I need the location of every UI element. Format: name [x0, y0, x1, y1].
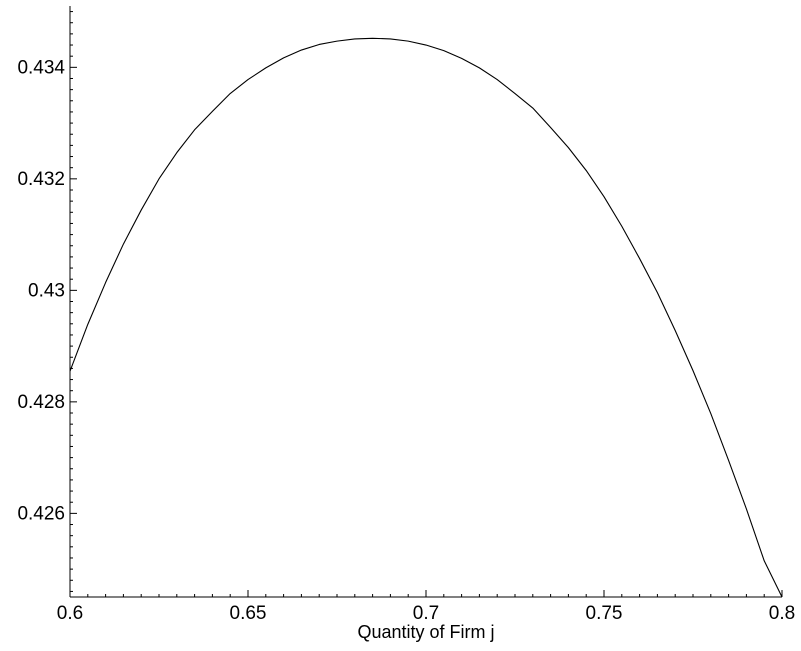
series-point	[497, 79, 498, 80]
x-axis-ticks	[69, 590, 783, 597]
series-point	[764, 560, 765, 561]
series-point	[230, 93, 231, 94]
series-point	[728, 460, 729, 461]
series-point	[586, 170, 587, 171]
series-point	[301, 50, 302, 51]
series-point	[372, 38, 373, 39]
series-point	[479, 67, 480, 68]
series-point	[675, 330, 676, 331]
series-point	[532, 108, 533, 109]
y-axis-ticks	[70, 66, 77, 514]
series-point	[337, 41, 338, 42]
series-point	[408, 41, 409, 42]
series-point	[443, 50, 444, 51]
series-point	[70, 371, 71, 372]
series-point	[319, 44, 320, 45]
series-point	[248, 79, 249, 80]
series-point	[639, 258, 640, 259]
series-point	[141, 210, 142, 211]
series-point	[123, 244, 124, 245]
x-axis-tick-labels: 0.6 0.65 0.7 0.75 0.8	[57, 603, 795, 624]
series-point	[515, 93, 516, 94]
series-point	[212, 111, 213, 112]
series-point	[782, 597, 783, 598]
series-layer	[69, 37, 783, 598]
series-line	[69, 37, 783, 598]
series-point	[105, 282, 106, 283]
series-point	[390, 38, 391, 39]
series-point	[354, 38, 355, 39]
series-point	[604, 196, 605, 197]
series-point	[159, 178, 160, 179]
x-tick-label: 0.7	[413, 603, 439, 624]
series-point	[87, 324, 88, 325]
series-point	[710, 413, 711, 414]
series-point	[693, 370, 694, 371]
y-tick-label: 0.428	[17, 392, 65, 413]
y-tick-label: 0.426	[17, 503, 65, 524]
y-tick-label: 0.432	[17, 169, 65, 190]
series-point	[746, 508, 747, 509]
series-point	[194, 129, 195, 130]
x-axis-title: Quantity of Firm j	[357, 622, 494, 642]
x-tick-label: 0.65	[230, 603, 267, 624]
x-tick-label: 0.8	[769, 603, 795, 624]
y-axis-tick-labels: 0.426 0.428 0.43 0.432 0.434	[17, 57, 65, 524]
series-point	[568, 147, 569, 148]
y-tick-label: 0.43	[28, 280, 65, 301]
series-point	[265, 67, 266, 68]
series-point	[283, 57, 284, 58]
x-tick-label: 0.6	[57, 603, 83, 624]
series-point	[426, 45, 427, 46]
series-point	[176, 152, 177, 153]
series-point	[621, 226, 622, 227]
y-tick-label: 0.434	[17, 57, 65, 78]
series-point	[550, 127, 551, 128]
x-tick-label: 0.75	[586, 603, 623, 624]
series-point	[461, 58, 462, 59]
series-point	[657, 292, 658, 293]
